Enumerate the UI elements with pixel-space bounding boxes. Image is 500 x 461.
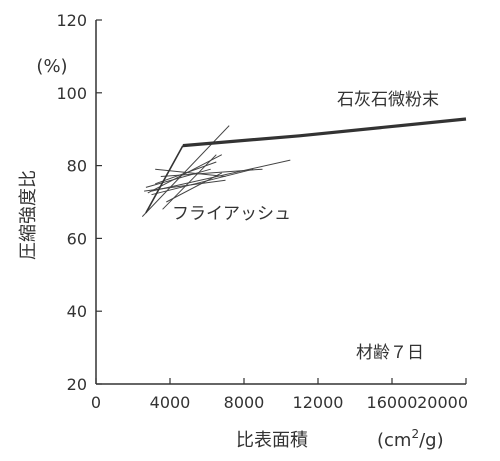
flyash-line (145, 168, 211, 188)
limestone-annotation: 石灰石微粉末 (337, 90, 439, 110)
flyash-line (162, 154, 217, 210)
x-tick-label: 0 (91, 393, 101, 412)
x-tick-label: 4000 (150, 393, 191, 412)
x-unit-sup: 2 (411, 427, 419, 441)
y-tick-label: 60 (67, 229, 87, 248)
flyash-line (141, 125, 230, 217)
y-tick-label: 120 (56, 11, 87, 30)
axes (95, 20, 466, 385)
x-unit-tail: /g) (419, 430, 444, 451)
x-unit-main: (cm (377, 430, 411, 451)
age-annotation: 材齢７日 (356, 343, 424, 363)
x-axis-title: 比表面積 (236, 430, 308, 451)
y-tick-label: 40 (67, 302, 87, 321)
y-axis-title: 圧縮強度比 (18, 170, 39, 260)
flyash-line (160, 168, 263, 177)
y-tick-label: 80 (67, 157, 87, 176)
y-axis-unit: (%) (36, 56, 67, 77)
x-tick-label: 20000 (417, 393, 468, 412)
x-tick-label: 8000 (224, 393, 265, 412)
y-tick-label: 100 (56, 84, 87, 103)
flyash-line (155, 168, 226, 177)
flyash-line (166, 172, 223, 203)
limestone-low-segment (145, 145, 184, 214)
series-lines (145, 117, 467, 214)
x-tick-label: 16000 (367, 393, 418, 412)
flyash-annotation: フライアッシュ (172, 204, 291, 224)
x-axis-unit: (cm2/g) (377, 427, 444, 451)
x-tick-label: 12000 (293, 393, 344, 412)
y-tick-label: 20 (67, 375, 87, 394)
flyash-line (144, 179, 226, 192)
limestone-series-line (182, 117, 467, 148)
ticks: 20 40 60 80 100 120 0 4000 8000 12000 16000 20000 (56, 11, 468, 412)
flyash-line (151, 168, 254, 196)
flyash-lines (141, 125, 291, 217)
